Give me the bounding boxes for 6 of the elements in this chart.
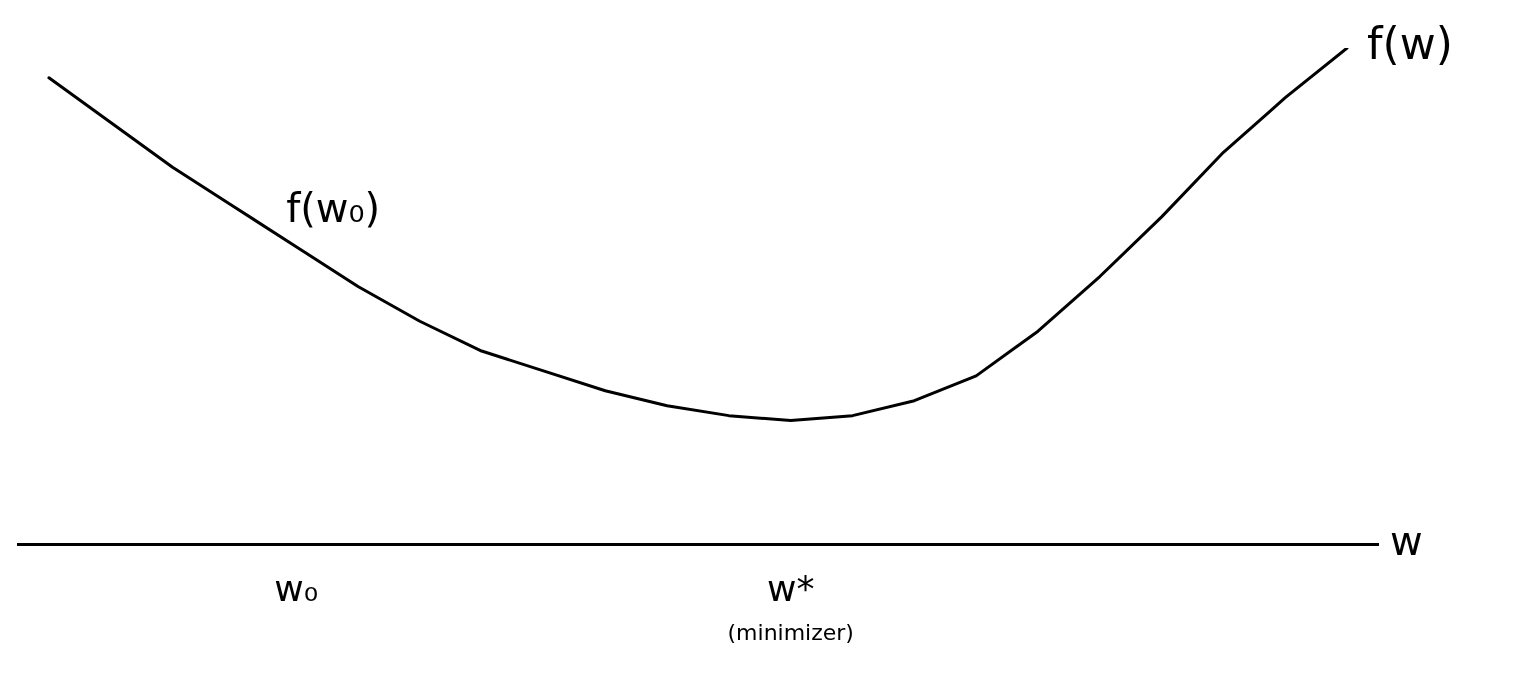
x-tick-label: w₀ <box>274 567 319 609</box>
x-axis-title: w <box>1390 518 1423 565</box>
x-tick-label: w* <box>767 567 815 609</box>
annotation: f(w₀) <box>286 185 381 232</box>
series-label: f(w) <box>1367 18 1453 70</box>
text: (minimizer) <box>727 619 854 645</box>
